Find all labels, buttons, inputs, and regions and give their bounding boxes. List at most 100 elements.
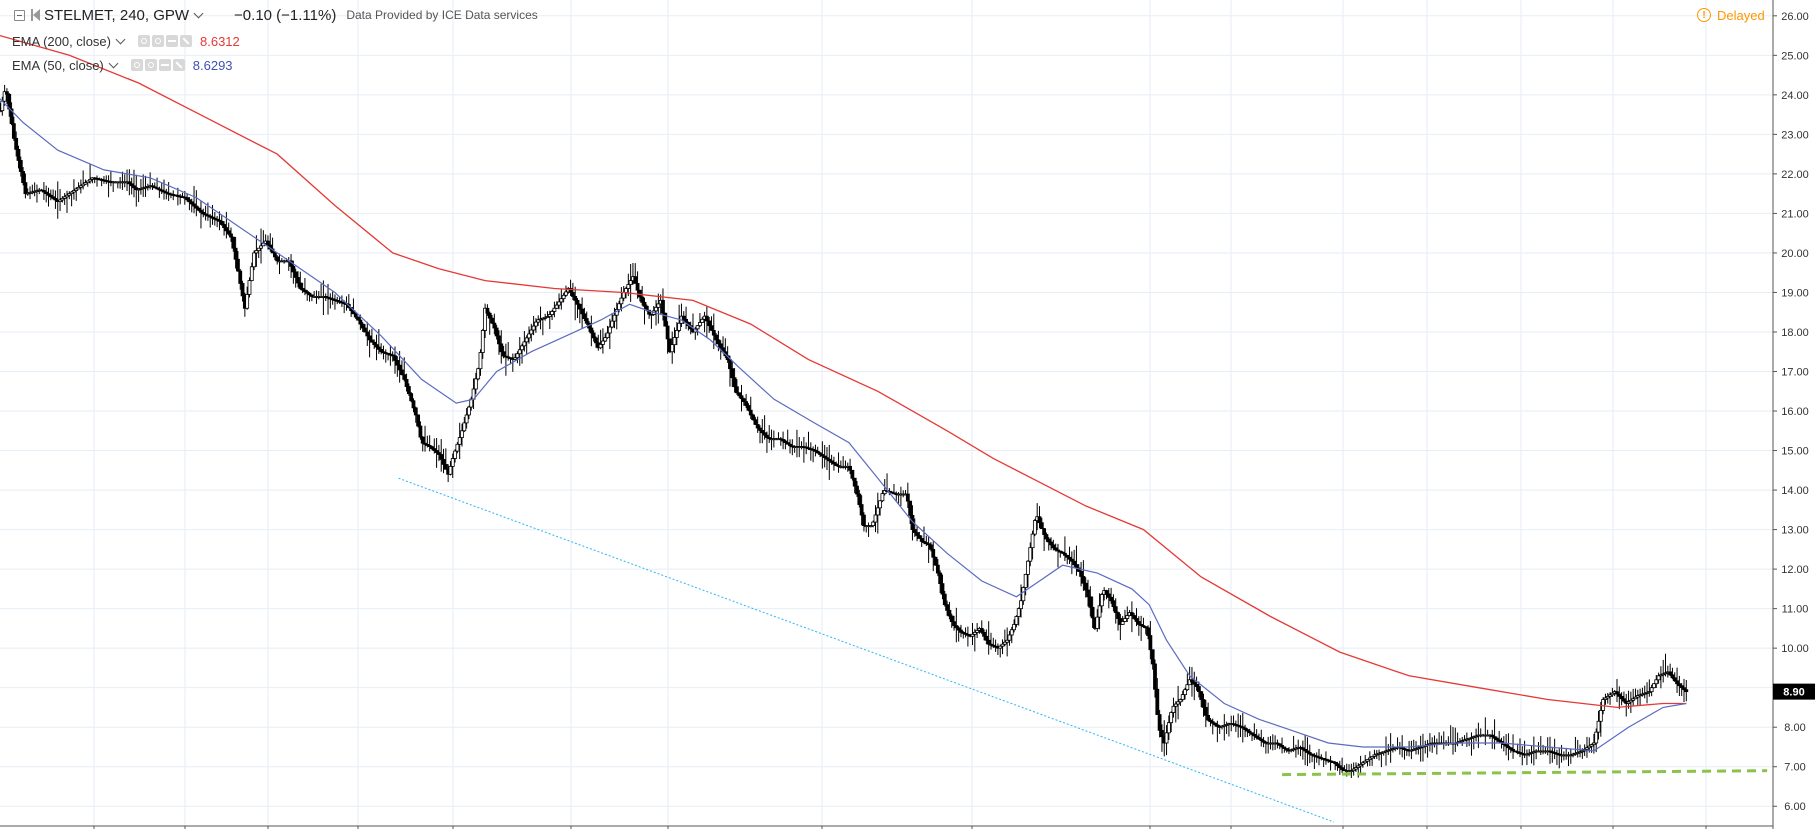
candle-body <box>938 572 943 585</box>
candle-body <box>46 193 51 196</box>
candle-body <box>1021 587 1026 602</box>
candle-body <box>443 463 448 470</box>
candle-body <box>654 306 658 312</box>
candle-body <box>1356 765 1361 768</box>
candle-body <box>1139 624 1144 626</box>
candle-body <box>584 318 589 324</box>
indicator-ema200[interactable]: EMA (200, close) 8.6312 <box>0 30 240 52</box>
candle-body <box>818 452 822 455</box>
chevron-down-icon[interactable] <box>193 8 204 18</box>
candle-body <box>607 326 612 334</box>
candle-body <box>517 349 522 355</box>
candle-body <box>848 465 852 471</box>
candle-body <box>1201 699 1206 708</box>
candle-body <box>455 443 460 452</box>
candle-body <box>1617 693 1622 697</box>
candle-body <box>293 271 298 278</box>
candle-body <box>1349 770 1354 773</box>
candle-body <box>1254 735 1259 738</box>
delayed-badge[interactable]: ! Delayed <box>1697 5 1765 25</box>
indicator-name[interactable]: EMA (200, close) <box>12 33 111 49</box>
candle-body <box>21 171 26 183</box>
candle-body <box>656 303 661 308</box>
candle-body <box>762 432 767 436</box>
candle-body <box>395 360 400 366</box>
candle-body <box>626 284 631 289</box>
candle-body <box>441 459 446 465</box>
candle-body <box>1090 606 1095 619</box>
y-tick-label: 10.00 <box>1781 643 1809 655</box>
chevron-down-icon[interactable] <box>115 34 126 44</box>
candle-body <box>1190 679 1194 683</box>
candle-body <box>229 233 233 238</box>
y-tick-label: 24.00 <box>1781 90 1809 102</box>
candle-body <box>612 314 617 322</box>
candle-body <box>1032 520 1037 535</box>
candle-body <box>561 294 566 300</box>
candle-body <box>208 215 213 218</box>
indicator-name[interactable]: EMA (50, close) <box>12 57 104 73</box>
plus-icon[interactable] <box>166 35 178 47</box>
candle-body <box>1622 698 1626 702</box>
candle-body <box>58 199 62 202</box>
candle-body <box>1652 683 1656 689</box>
y-tick-label: 26.00 <box>1781 11 1809 23</box>
candle-body <box>959 629 963 633</box>
candle-body <box>815 450 820 454</box>
candle-body <box>1079 570 1083 577</box>
candle-body <box>633 276 638 284</box>
y-tick-label: 6.00 <box>1784 801 1805 813</box>
candle-body <box>65 194 69 198</box>
candle-body <box>922 541 926 543</box>
indicator-ema50[interactable]: EMA (50, close) 8.6293 <box>0 54 233 76</box>
candle-body <box>882 490 887 495</box>
close-icon[interactable] <box>172 59 185 71</box>
candle-body <box>915 532 919 536</box>
collapse-icon[interactable] <box>14 9 25 21</box>
chevron-down-icon[interactable] <box>108 58 119 68</box>
candle-body <box>420 436 425 444</box>
candle-body <box>478 352 483 370</box>
candle-body <box>1044 534 1049 540</box>
candle-body <box>718 343 723 349</box>
candle-body <box>256 247 261 251</box>
candle-body <box>1178 699 1183 703</box>
candle-body <box>67 193 72 196</box>
support-line-annotation[interactable] <box>1282 769 1768 777</box>
candle-body <box>1058 550 1063 553</box>
candle-body <box>233 247 238 260</box>
candle-body <box>536 319 541 323</box>
candle-body <box>873 514 878 523</box>
close-icon[interactable] <box>180 35 192 47</box>
y-tick-label: 17.00 <box>1781 367 1809 379</box>
candle-body <box>18 160 23 172</box>
candle-body <box>924 542 929 545</box>
candle-body <box>1063 552 1067 556</box>
candle-body <box>1668 671 1673 676</box>
candle-body <box>681 315 686 320</box>
candle-body <box>582 313 587 319</box>
candle-body <box>127 181 132 185</box>
candle-body <box>402 374 407 380</box>
ema-200-line <box>0 34 1687 709</box>
gear-icon[interactable] <box>152 35 164 47</box>
candle-body <box>1240 726 1245 729</box>
candle-body <box>418 425 423 438</box>
candle-body <box>1160 729 1164 738</box>
eye-icon[interactable] <box>138 35 150 47</box>
candle-body <box>827 458 832 462</box>
candle-body <box>1340 767 1345 771</box>
symbol-title[interactable]: STELMET, 240, GPW <box>44 6 190 24</box>
gear-icon[interactable] <box>144 59 157 71</box>
candle-body <box>1088 596 1093 608</box>
candle-body <box>129 183 134 187</box>
eye-icon[interactable] <box>130 59 143 71</box>
candle-body <box>404 379 409 387</box>
y-tick-label: 14.00 <box>1781 485 1809 497</box>
plus-icon[interactable] <box>158 59 171 71</box>
candle-body <box>1206 714 1211 721</box>
flag-icon[interactable] <box>31 9 40 21</box>
candle-body <box>205 214 210 217</box>
candle-body <box>266 240 270 246</box>
